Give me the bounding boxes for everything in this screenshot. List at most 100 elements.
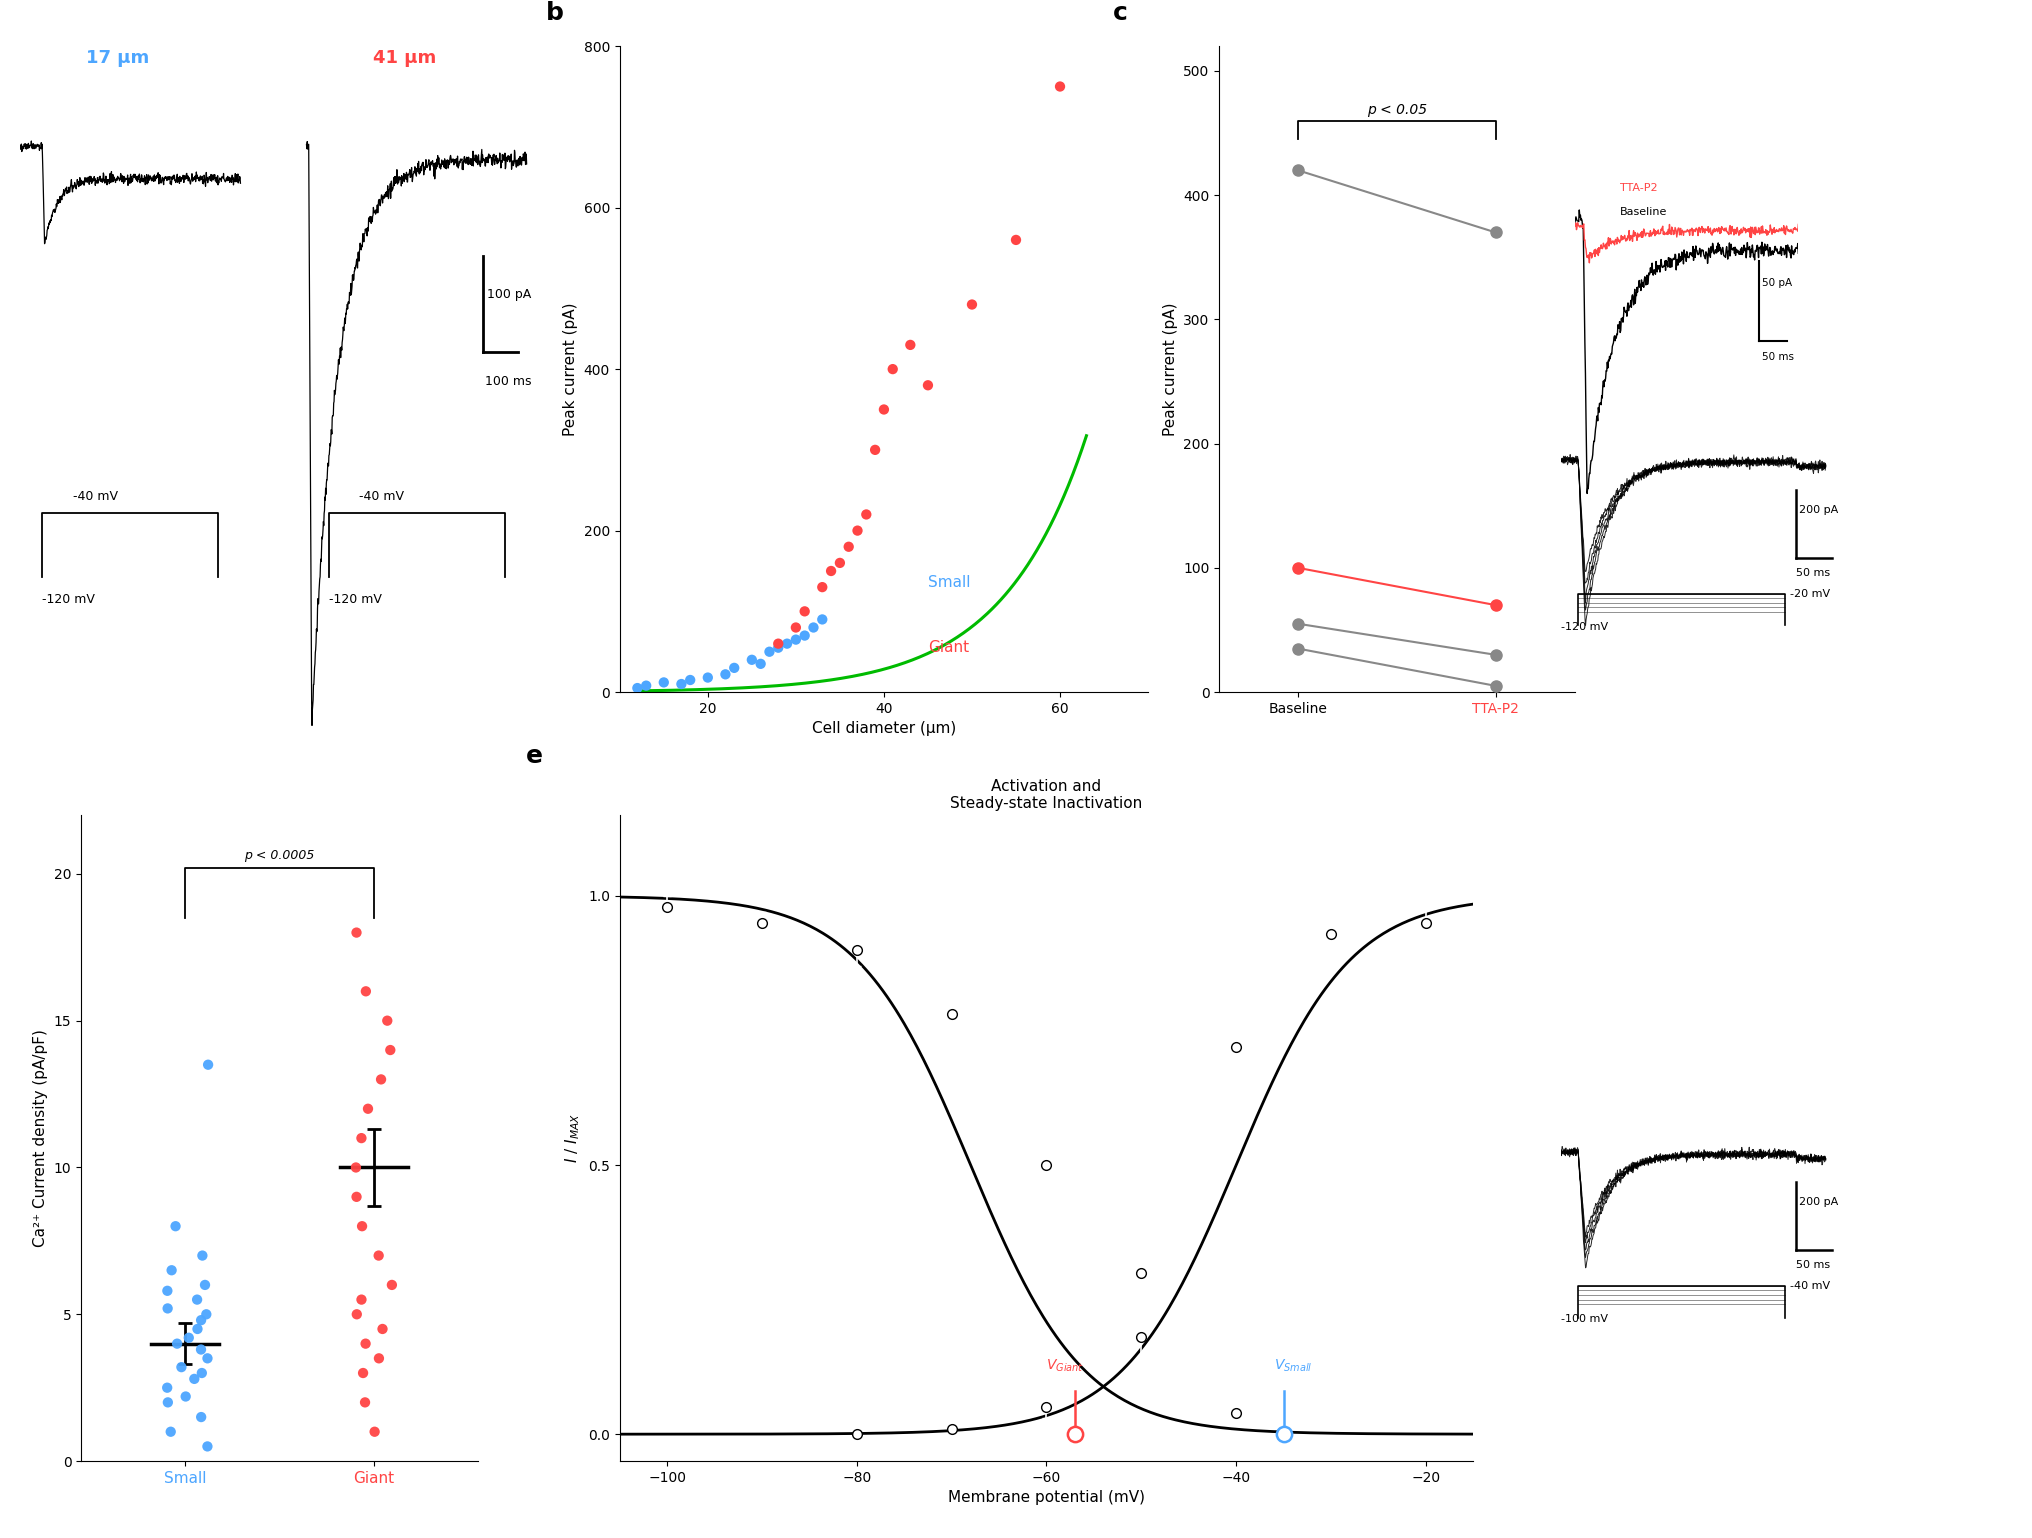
Text: TTA-P2: TTA-P2 [1620, 183, 1658, 192]
Point [341, 1303, 374, 1327]
Point [150, 1278, 183, 1303]
Point [691, 666, 723, 691]
Point [345, 1126, 378, 1150]
Point [150, 1375, 183, 1400]
Point [169, 1384, 201, 1409]
Point [833, 535, 866, 560]
Point [374, 1038, 406, 1063]
Point [179, 1367, 211, 1392]
Text: Giant: Giant [929, 640, 969, 655]
Point [152, 1297, 185, 1321]
Text: 50 pA: 50 pA [1762, 278, 1792, 288]
Point [849, 501, 882, 526]
Point [797, 615, 829, 640]
Point [780, 615, 813, 640]
Text: -40 mV: -40 mV [1790, 1281, 1831, 1290]
Point [339, 920, 372, 944]
Text: 100 ms: 100 ms [486, 375, 530, 388]
Text: -120 mV: -120 mV [1561, 621, 1607, 632]
Point [154, 1420, 187, 1444]
Point [736, 647, 768, 672]
Point [876, 357, 908, 381]
Point [191, 1303, 224, 1327]
Point [189, 1272, 221, 1297]
Text: $V_{Giant}$: $V_{Giant}$ [1046, 1358, 1085, 1373]
Point [709, 661, 742, 686]
Point [664, 672, 697, 697]
Point [622, 675, 654, 700]
Point [187, 1243, 219, 1267]
Point [339, 1155, 372, 1180]
Point [154, 1258, 187, 1283]
Point [358, 1420, 390, 1444]
Point [185, 1404, 217, 1429]
Y-axis label: Peak current (pA): Peak current (pA) [1162, 303, 1179, 435]
Point [181, 1317, 213, 1341]
Point [362, 1243, 394, 1267]
Text: 50 ms: 50 ms [1796, 1260, 1831, 1270]
Point [648, 671, 681, 695]
Point [362, 1346, 394, 1370]
Text: -120 mV: -120 mV [43, 594, 96, 606]
Text: 200 pA: 200 pA [1798, 1197, 1839, 1207]
Text: c: c [1114, 2, 1128, 25]
Title: Activation and
Steady-state Inactivation: Activation and Steady-state Inactivation [951, 778, 1142, 811]
Text: 17 µm: 17 µm [85, 49, 150, 68]
Point [912, 372, 945, 397]
Point [630, 674, 662, 698]
Text: -100 mV: -100 mV [1561, 1313, 1607, 1324]
Point [788, 598, 821, 624]
Point [807, 608, 839, 632]
Text: Small: Small [929, 575, 971, 591]
Text: -40 mV: -40 mV [73, 491, 118, 503]
Point [165, 1355, 197, 1380]
Point [185, 1337, 217, 1361]
Point [347, 1361, 380, 1386]
Point [815, 558, 847, 583]
Point [770, 631, 803, 655]
Point [1044, 74, 1077, 98]
Text: e: e [526, 744, 543, 769]
Point [366, 1067, 398, 1092]
Text: 41 µm: 41 µm [372, 49, 435, 68]
Point [350, 1390, 382, 1415]
Point [345, 1287, 378, 1312]
Point [152, 1390, 185, 1415]
X-axis label: Membrane potential (mV): Membrane potential (mV) [949, 1490, 1144, 1506]
Text: p < 0.0005: p < 0.0005 [244, 849, 315, 863]
Point [352, 1097, 384, 1121]
Text: p < 0.05: p < 0.05 [1368, 103, 1426, 117]
Point [762, 635, 795, 660]
Text: a: a [0, 25, 2, 49]
Y-axis label: Ca²⁺ Current density (pA/pF): Ca²⁺ Current density (pA/pF) [33, 1029, 49, 1247]
Text: Baseline: Baseline [1620, 208, 1666, 217]
Text: -120 mV: -120 mV [329, 594, 382, 606]
Point [754, 640, 786, 664]
Point [181, 1287, 213, 1312]
Point [372, 1009, 404, 1034]
Point [173, 1326, 205, 1350]
Point [345, 1213, 378, 1238]
Point [823, 551, 855, 575]
Point [675, 667, 707, 692]
Text: 50 ms: 50 ms [1796, 568, 1831, 578]
Text: 50 ms: 50 ms [1762, 352, 1794, 361]
Point [894, 332, 927, 357]
Point [158, 1213, 191, 1238]
Point [744, 652, 776, 677]
Text: 100 pA: 100 pA [488, 288, 530, 301]
Text: -40 mV: -40 mV [360, 491, 404, 503]
Text: b: b [547, 2, 563, 25]
Point [376, 1272, 408, 1297]
Y-axis label: $I\ /\ I_{MAX}$: $I\ /\ I_{MAX}$ [563, 1114, 583, 1163]
Point [955, 292, 988, 317]
Point [185, 1361, 217, 1386]
Text: $V_{Small}$: $V_{Small}$ [1274, 1358, 1313, 1373]
Point [161, 1332, 193, 1357]
Point [185, 1307, 217, 1332]
Point [1000, 228, 1032, 252]
Point [780, 628, 813, 652]
Point [191, 1433, 224, 1458]
Point [868, 397, 900, 421]
Point [191, 1346, 224, 1370]
